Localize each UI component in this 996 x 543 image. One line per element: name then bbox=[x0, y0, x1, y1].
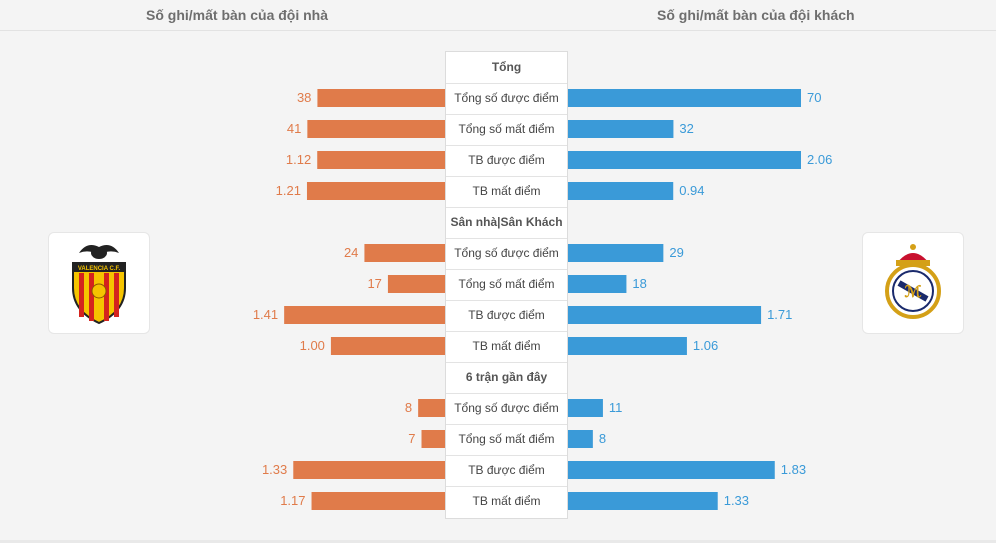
row-label: TB được điểm bbox=[468, 308, 545, 322]
section-separator bbox=[446, 207, 567, 208]
away-value-label: 29 bbox=[669, 245, 684, 260]
away-value-label: 1.71 bbox=[767, 307, 793, 322]
away-bar bbox=[566, 120, 674, 138]
row-separator bbox=[446, 393, 567, 394]
row-separator bbox=[446, 300, 567, 301]
home-bar bbox=[317, 151, 445, 169]
bottom-divider bbox=[0, 540, 996, 543]
home-value-label: 1.00 bbox=[299, 338, 325, 353]
home-value-label: 1.21 bbox=[275, 183, 301, 198]
away-value-label: 1.83 bbox=[780, 462, 807, 477]
away-value-label: 1.06 bbox=[692, 338, 719, 353]
row-separator bbox=[446, 83, 567, 84]
real-madrid-crest-icon: ℳ bbox=[885, 244, 941, 319]
away-value-label: 18 bbox=[632, 276, 647, 291]
away-bar bbox=[566, 89, 801, 107]
row-separator bbox=[446, 145, 567, 146]
valencia-crest-icon: VALENCIA C.F. bbox=[72, 245, 126, 325]
section-separator bbox=[446, 362, 567, 363]
home-bar bbox=[284, 306, 445, 324]
home-value-label: 1.41 bbox=[252, 307, 279, 322]
away-team-title: Số ghi/mất bàn của đội khách bbox=[657, 7, 855, 23]
category-label-column: Tổng Tổng số được điểm Tổng số mất điểm TB … bbox=[445, 51, 568, 519]
home-bar bbox=[311, 492, 445, 510]
away-value-label: 32 bbox=[679, 121, 694, 136]
home-value-label: 24 bbox=[343, 245, 359, 260]
away-bar bbox=[566, 182, 674, 200]
row-label: Tổng số được điểm bbox=[454, 91, 559, 105]
row-separator bbox=[446, 331, 567, 332]
svg-text:ℳ: ℳ bbox=[904, 284, 921, 301]
away-bar bbox=[566, 244, 664, 262]
home-value-label: 17 bbox=[367, 276, 382, 291]
valencia-crest-text: VALENCIA C.F. bbox=[78, 266, 121, 272]
home-team-title: Số ghi/mất bàn của đội nhà bbox=[146, 7, 329, 23]
header-bar: Số ghi/mất bàn của đội nhà Số ghi/mất bà… bbox=[0, 0, 996, 31]
home-bar bbox=[387, 275, 445, 293]
away-value-label: 1.33 bbox=[723, 493, 750, 508]
home-bar bbox=[418, 399, 445, 417]
row-separator bbox=[446, 114, 567, 115]
home-bar bbox=[307, 120, 445, 138]
home-value-label: 38 bbox=[296, 90, 312, 105]
row-label: Tổng số được điểm bbox=[454, 401, 559, 415]
home-bar bbox=[306, 182, 445, 200]
home-value-label: 1.33 bbox=[261, 462, 288, 477]
away-value-label: 2.06 bbox=[807, 152, 833, 167]
section-header: Sân nhà|Sân Khách bbox=[450, 215, 563, 229]
row-label: Tổng số mất điểm bbox=[458, 277, 555, 291]
home-team-logo: VALENCIA C.F. bbox=[48, 232, 150, 334]
away-bar bbox=[566, 461, 775, 479]
away-value-label: 11 bbox=[608, 400, 623, 415]
home-bar bbox=[364, 244, 445, 262]
home-value-label: 1.12 bbox=[285, 152, 312, 167]
row-label: Tổng số mất điểm bbox=[458, 432, 555, 446]
away-bar bbox=[566, 430, 593, 448]
row-separator bbox=[446, 269, 567, 270]
row-separator bbox=[446, 455, 567, 456]
away-team-logo: ℳ bbox=[862, 232, 964, 334]
row-separator bbox=[446, 176, 567, 177]
section-header: 6 trận gần đây bbox=[465, 370, 548, 384]
row-label: TB được điểm bbox=[468, 153, 545, 167]
home-value-label: 1.17 bbox=[280, 493, 306, 508]
row-separator bbox=[446, 424, 567, 425]
row-label: TB được điểm bbox=[468, 463, 545, 477]
row-label: Tổng số mất điểm bbox=[458, 122, 555, 136]
row-label: TB mất điểm bbox=[472, 184, 541, 198]
row-separator bbox=[446, 238, 567, 239]
home-bar bbox=[421, 430, 445, 448]
row-label: TB mất điểm bbox=[472, 494, 541, 508]
away-bar bbox=[566, 306, 762, 324]
row-label: Tổng số được điểm bbox=[454, 246, 559, 260]
home-value-label: 41 bbox=[286, 121, 302, 136]
home-bar bbox=[293, 461, 445, 479]
away-value-label: 8 bbox=[598, 431, 607, 446]
home-value-label: 8 bbox=[404, 400, 413, 415]
home-bar bbox=[330, 337, 445, 355]
home-value-label: 7 bbox=[408, 431, 416, 446]
away-bar bbox=[566, 492, 718, 510]
section-header: Tổng bbox=[491, 60, 522, 74]
away-value-label: 0.94 bbox=[679, 183, 705, 198]
away-bar bbox=[566, 151, 801, 169]
away-bar bbox=[566, 337, 687, 355]
away-bar bbox=[566, 275, 627, 293]
home-bar bbox=[317, 89, 445, 107]
away-value-label: 70 bbox=[807, 90, 822, 105]
row-separator bbox=[446, 486, 567, 487]
row-label: TB mất điểm bbox=[472, 339, 541, 353]
away-bar bbox=[566, 399, 603, 417]
